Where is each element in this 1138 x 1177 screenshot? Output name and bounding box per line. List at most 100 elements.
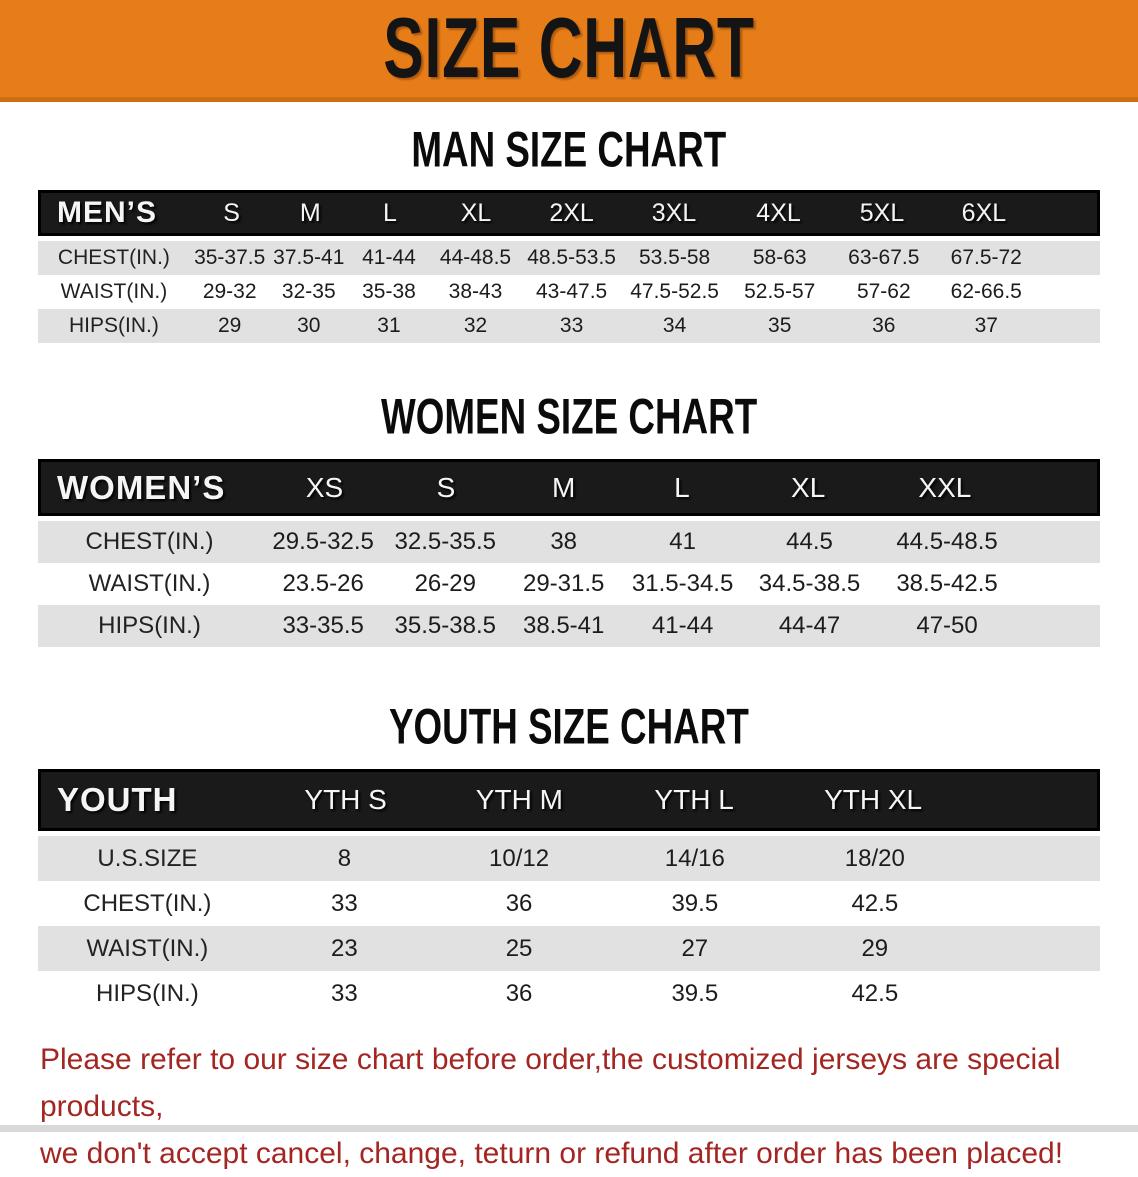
men-header-size-s: S [223,198,240,227]
men-header-size-2xl: 2XL [549,198,594,227]
youth-header-size-xl: YTH XL [824,784,923,815]
men-row-waist: WAIST(IN.) 29-32 32-35 35-38 38-43 43-47… [38,275,1100,309]
value-cell: 23.5-26 [282,570,364,597]
man-section-title-text: MAN SIZE CHART [411,120,727,178]
women-row-waist: WAIST(IN.) 23.5-26 26-29 29-31.5 31.5-34… [38,563,1100,605]
youth-section-title: YOUTH SIZE CHART [0,697,1138,755]
youth-row-ussize: U.S.SIZE 8 10/12 14/16 18/20 [38,836,1100,881]
bottom-edge-strip [0,1125,1138,1132]
women-header-size-xs: XS [305,471,344,503]
disclaimer-line-1: Please refer to our size chart before or… [40,1043,1061,1123]
value-cell: 44.5 [786,528,833,555]
value-cell: 41 [669,528,696,555]
value-cell: 36 [872,314,896,337]
value-cell: 39.5 [671,979,719,1007]
value-cell: 42.5 [851,889,899,917]
value-cell: 44-48.5 [439,246,512,269]
value-cell: 29-32 [202,280,257,303]
value-cell: 30 [297,314,321,337]
value-cell: 8 [337,844,352,872]
women-row-hips: HIPS(IN.) 33-35.5 35.5-38.5 38.5-41 41-4… [38,605,1100,647]
youth-header-size-m: YTH M [475,784,563,815]
value-cell: 35-37.5 [194,246,266,269]
value-cell: 33 [331,889,358,917]
youth-row-hips: HIPS(IN.) 33 36 39.5 42.5 [38,971,1100,1016]
row-label: HIPS(IN.) [69,314,159,337]
youth-row-chest: CHEST(IN.) 33 36 39.5 42.5 [38,881,1100,926]
value-cell: 53.5-58 [638,246,711,269]
value-cell: 44-47 [778,612,841,639]
value-cell: 36 [505,889,533,917]
youth-section-title-text: YOUTH SIZE CHART [389,697,749,755]
value-cell: 10/12 [489,844,550,872]
man-section-title: MAN SIZE CHART [0,120,1138,178]
row-label: HIPS(IN.) [96,979,199,1007]
youth-table-header-row: YOUTH YTH S YTH M YTH L YTH XL [38,769,1100,831]
youth-header-size-l: YTH L [654,784,734,815]
value-cell: 32-35 [281,280,336,303]
value-cell: 29 [218,314,242,337]
value-cell: 38 [550,528,578,555]
value-cell: 62-66.5 [950,280,1022,303]
youth-size-table: YOUTH YTH S YTH M YTH L YTH XL U.S.SIZE … [38,769,1100,1016]
value-cell: 32.5-35.5 [394,528,496,555]
value-cell: 63-67.5 [848,246,920,269]
value-cell: 26-29 [414,570,476,597]
value-cell: 29.5-32.5 [272,528,374,555]
value-cell: 52.5-57 [744,280,816,303]
men-header-size-5xl: 5XL [859,198,905,227]
value-cell: 14/16 [664,844,725,872]
men-row-hips: HIPS(IN.) 29 30 31 32 33 34 35 36 37 [38,309,1100,343]
value-cell: 18/20 [844,844,905,872]
value-cell: 38.5-42.5 [896,570,998,597]
value-cell: 33-35.5 [282,612,364,639]
men-header-size-6xl: 6XL [961,198,1007,227]
value-cell: 48.5-53.5 [527,246,616,269]
row-label: CHEST(IN.) [83,889,212,917]
value-cell: 31.5-34.5 [631,570,734,597]
women-table-header-row: WOMEN’S XS S M L XL XXL [38,459,1100,516]
value-cell: 29-31.5 [522,570,605,597]
men-header-size-4xl: 4XL [756,198,801,227]
row-label: CHEST(IN.) [57,246,170,269]
women-row-chest: CHEST(IN.) 29.5-32.5 32.5-35.5 38 41 44.… [38,521,1100,563]
value-cell: 47-50 [916,612,978,639]
value-cell: 35.5-38.5 [394,612,496,639]
value-cell: 43-47.5 [535,280,608,303]
value-cell: 37.5-41 [273,246,345,269]
value-cell: 37 [974,314,998,337]
disclaimer-line-2: we don't accept cancel, change, teturn o… [40,1137,1064,1170]
value-cell: 44.5-48.5 [896,528,998,555]
women-header-label: WOMEN’S [57,468,226,506]
row-label: WAIST(IN.) [60,280,168,303]
value-cell: 25 [505,934,533,962]
value-cell: 57-62 [856,280,911,303]
value-cell: 42.5 [851,979,899,1007]
value-cell: 29 [861,934,889,962]
row-label: WAIST(IN.) [86,934,209,962]
row-label: U.S.SIZE [97,844,198,872]
row-label: HIPS(IN.) [98,612,201,639]
men-row-chest: CHEST(IN.) 35-37.5 37.5-41 41-44 44-48.5… [38,241,1100,275]
value-cell: 39.5 [671,889,719,917]
men-header-size-3xl: 3XL [651,198,697,227]
men-header-size-m: M [299,198,321,227]
value-cell: 27 [681,934,709,962]
women-header-size-l: L [674,471,690,503]
men-table-header-row: MEN’S S M L XL 2XL 3XL 4XL 5XL 6XL [38,190,1100,236]
banner-title: SIZE CHART [383,0,755,96]
value-cell: 58-63 [752,246,807,269]
value-cell: 38.5-41 [522,612,605,639]
men-header-label: MEN’S [57,196,158,229]
value-cell: 67.5-72 [950,246,1022,269]
value-cell: 34 [662,314,687,337]
value-cell: 38-43 [448,280,503,303]
women-section-title-text: WOMEN SIZE CHART [380,387,758,445]
value-cell: 32 [463,314,488,337]
youth-header-label: YOUTH [57,781,178,818]
women-header-size-s: S [436,471,456,503]
value-cell: 31 [377,314,401,337]
men-header-size-xl: XL [460,198,492,227]
value-cell: 23 [331,934,358,962]
value-cell: 36 [505,979,533,1007]
